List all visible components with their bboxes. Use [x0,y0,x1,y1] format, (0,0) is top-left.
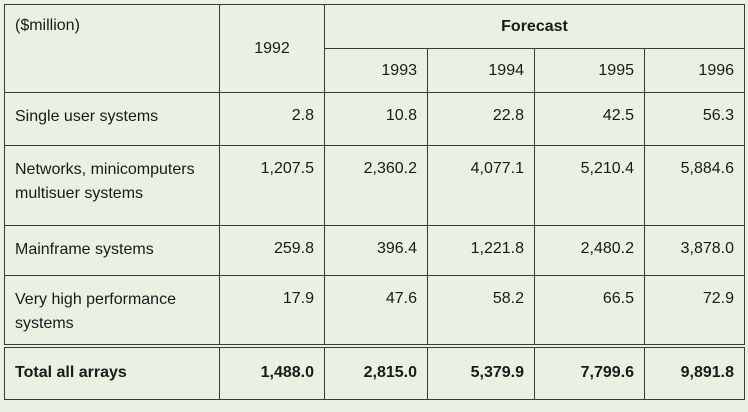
year-header: 1994 [427,48,535,93]
table-row: Very high performance systems 17.9 47.6 58.… [4,275,746,346]
cell-value: 66.5 [534,275,645,346]
cell-value: 1,207.5 [219,145,325,226]
total-row: Total all arrays 1,488.0 2,815.0 5,379.9 7,7… [4,343,746,400]
cell-value: 56.3 [643,92,746,146]
total-value: 1,488.0 [219,343,325,400]
data-table: ($million) 1992 Forecast 1993 1994 1995 199… [4,4,746,400]
cell-value: 17.9 [219,275,325,346]
cell-value: 2.8 [219,92,325,146]
cell-value: 58.2 [427,275,535,346]
cell-value: 3,878.0 [643,225,746,276]
total-value: 5,379.9 [427,343,535,400]
cell-value: 10.8 [324,92,428,146]
cell-value: 72.9 [643,275,746,346]
row-label: Single user systems [4,92,220,146]
total-label: Total all arrays [4,343,220,400]
year-header: 1993 [324,48,428,93]
year-header: 1992 [219,4,325,93]
table-row: Single user systems 2.8 10.8 22.8 42.5 56.3 [4,92,746,146]
row-label: Very high performance systems [4,275,220,346]
corner-header: ($million) [4,4,220,93]
cell-value: 5,210.4 [534,145,645,226]
year-header: 1995 [534,48,645,93]
cell-value: 2,480.2 [534,225,645,276]
cell-value: 5,884.6 [643,145,746,226]
total-value: 2,815.0 [324,343,428,400]
cell-value: 1,221.8 [427,225,535,276]
total-value: 9,891.8 [643,343,746,400]
table-row: Mainframe systems 259.8 396.4 1,221.8 2,480.… [4,225,746,276]
row-label: Mainframe systems [4,225,220,276]
cell-value: 2,360.2 [324,145,428,226]
cell-value: 396.4 [324,225,428,276]
year-header: 1996 [643,48,746,93]
forecast-header: Forecast [323,4,746,49]
total-value: 7,799.6 [534,343,645,400]
cell-value: 42.5 [534,92,645,146]
table-row: Networks, minicomputers multisuer system… [4,145,746,226]
cell-value: 47.6 [324,275,428,346]
cell-value: 22.8 [427,92,535,146]
cell-value: 259.8 [219,225,325,276]
cell-value: 4,077.1 [427,145,535,226]
row-label: Networks, minicomputers multisuer system… [4,145,220,226]
